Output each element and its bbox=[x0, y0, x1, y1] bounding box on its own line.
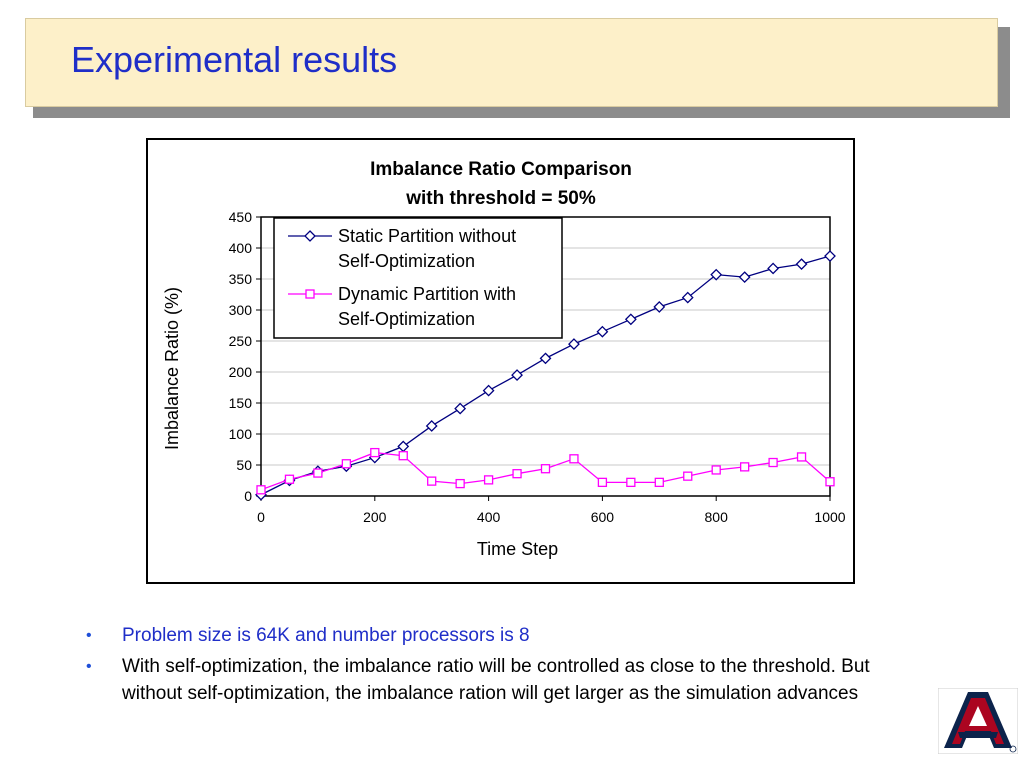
data-point bbox=[425, 420, 438, 432]
data-point bbox=[710, 268, 723, 281]
data-point bbox=[540, 464, 551, 474]
bullet-item: • Problem size is 64K and number process… bbox=[86, 622, 926, 649]
data-point bbox=[482, 384, 495, 397]
legend-label: Self-Optimization bbox=[338, 251, 475, 271]
data-point bbox=[796, 452, 807, 462]
data-point bbox=[427, 476, 437, 486]
data-point bbox=[454, 402, 467, 415]
data-point bbox=[683, 471, 693, 481]
x-tick-label: 0 bbox=[257, 509, 265, 525]
data-point bbox=[455, 478, 465, 489]
chart-title: with threshold = 50% bbox=[405, 188, 596, 209]
bullet-list: • Problem size is 64K and number process… bbox=[86, 622, 926, 711]
data-point bbox=[304, 230, 316, 242]
bullet-marker: • bbox=[86, 627, 92, 644]
data-point bbox=[597, 477, 608, 488]
data-point bbox=[512, 469, 522, 479]
y-tick-label: 250 bbox=[229, 333, 253, 349]
data-point bbox=[397, 440, 410, 453]
y-tick-label: 0 bbox=[244, 488, 252, 504]
x-tick-label: 1000 bbox=[814, 509, 845, 525]
x-axis-label: Time Step bbox=[477, 539, 558, 559]
data-point bbox=[711, 465, 721, 475]
data-point bbox=[313, 468, 323, 478]
university-logo-icon bbox=[938, 688, 1018, 754]
bullet-item: • With self-optimization, the imbalance … bbox=[86, 653, 926, 707]
data-point bbox=[681, 291, 694, 304]
data-point bbox=[626, 477, 636, 488]
data-point bbox=[483, 475, 494, 485]
legend-label: Self-Optimization bbox=[338, 309, 475, 329]
chart-svg: Imbalance Ratio Comparison with threshold… bbox=[162, 159, 846, 559]
data-point bbox=[568, 338, 580, 351]
data-point bbox=[738, 271, 751, 284]
y-tick-label: 150 bbox=[229, 395, 253, 411]
data-point bbox=[398, 451, 408, 461]
y-tick-label: 100 bbox=[229, 426, 253, 442]
legend-label: Dynamic Partition with bbox=[338, 284, 516, 304]
data-point bbox=[256, 485, 266, 495]
data-point bbox=[653, 300, 666, 313]
x-tick-label: 200 bbox=[363, 509, 387, 525]
bullet-marker: • bbox=[86, 658, 92, 675]
bullet-text: Problem size is 64K and number processor… bbox=[122, 625, 530, 646]
title-banner: Experimental results bbox=[25, 18, 998, 107]
data-point bbox=[596, 325, 609, 338]
data-point bbox=[768, 457, 778, 468]
data-point bbox=[569, 454, 579, 464]
data-point bbox=[624, 313, 637, 326]
x-tick-label: 600 bbox=[591, 509, 615, 525]
data-point bbox=[370, 447, 380, 458]
legend-box bbox=[273, 217, 563, 339]
y-tick-label: 350 bbox=[229, 271, 253, 287]
legend-label: Static Partition without bbox=[338, 226, 516, 246]
y-tick-label: 300 bbox=[229, 302, 253, 318]
x-tick-label: 800 bbox=[705, 509, 729, 525]
bullet-text: With self-optimization, the imbalance ra… bbox=[122, 656, 870, 704]
data-point bbox=[341, 459, 352, 469]
data-point bbox=[305, 289, 315, 299]
data-point bbox=[539, 352, 552, 365]
chart-frame: Imbalance Ratio Comparison with threshold… bbox=[146, 138, 855, 584]
x-tick-label: 400 bbox=[477, 509, 501, 525]
data-point bbox=[284, 474, 295, 484]
y-tick-label: 200 bbox=[229, 364, 253, 380]
data-point bbox=[511, 369, 523, 382]
y-axis-label: Imbalance Ratio (%) bbox=[162, 287, 182, 450]
slide-title: Experimental results bbox=[71, 39, 398, 80]
chart-title: Imbalance Ratio Comparison bbox=[370, 159, 632, 180]
data-point bbox=[767, 262, 780, 275]
data-point bbox=[740, 462, 750, 472]
plot-area bbox=[260, 216, 831, 497]
data-point bbox=[654, 477, 664, 488]
data-point bbox=[825, 477, 835, 487]
y-tick-label: 400 bbox=[229, 240, 253, 256]
data-point bbox=[824, 250, 836, 262]
data-point bbox=[795, 258, 808, 271]
y-tick-label: 450 bbox=[229, 209, 253, 225]
y-tick-label: 50 bbox=[236, 457, 252, 473]
